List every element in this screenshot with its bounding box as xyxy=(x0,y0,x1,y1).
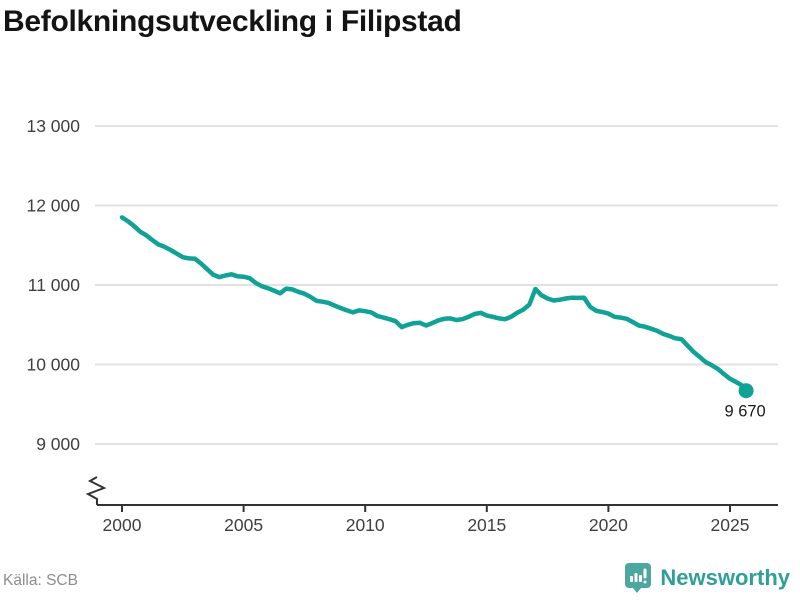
y-tick-label: 9 000 xyxy=(36,434,80,454)
series-layer: 9 670 xyxy=(119,215,766,421)
x-tick-label: 2000 xyxy=(103,515,142,535)
logo-exclamation-bar xyxy=(643,568,647,579)
y-tick-label: 11 000 xyxy=(28,275,80,295)
newsworthy-brand: Newsworthy xyxy=(624,562,790,594)
newsworthy-logo-icon xyxy=(625,563,652,593)
logo-bubble xyxy=(625,563,652,593)
source-credit: Källa: SCB xyxy=(3,572,78,589)
y-tick-label: 12 000 xyxy=(26,196,80,216)
y-axis-break-icon xyxy=(85,476,107,505)
logo-bar-small xyxy=(630,576,634,582)
y-tick-label: 13 000 xyxy=(26,116,80,136)
population-line xyxy=(119,215,749,393)
newsworthy-wordmark: Newsworthy xyxy=(660,565,790,590)
logo-exclamation-dot xyxy=(643,580,647,584)
x-tick-label: 2020 xyxy=(589,515,628,535)
chart-title: Befolkningsutveckling i Filipstad xyxy=(3,5,462,38)
x-tick-label: 2025 xyxy=(711,515,750,535)
logo-bar-medium xyxy=(639,575,643,582)
x-tick-label: 2015 xyxy=(467,515,506,535)
x-tick-label: 2010 xyxy=(346,515,385,535)
y-tick-label: 10 000 xyxy=(26,355,80,375)
end-point-dot xyxy=(738,383,754,399)
x-tick-label: 2005 xyxy=(224,515,263,535)
end-value-label: 9 670 xyxy=(724,403,765,421)
grid-layer: 13 000 12 000 11 000 10 000 9 000 2000 2005 201… xyxy=(26,116,778,535)
logo-bar-tall xyxy=(634,573,638,582)
